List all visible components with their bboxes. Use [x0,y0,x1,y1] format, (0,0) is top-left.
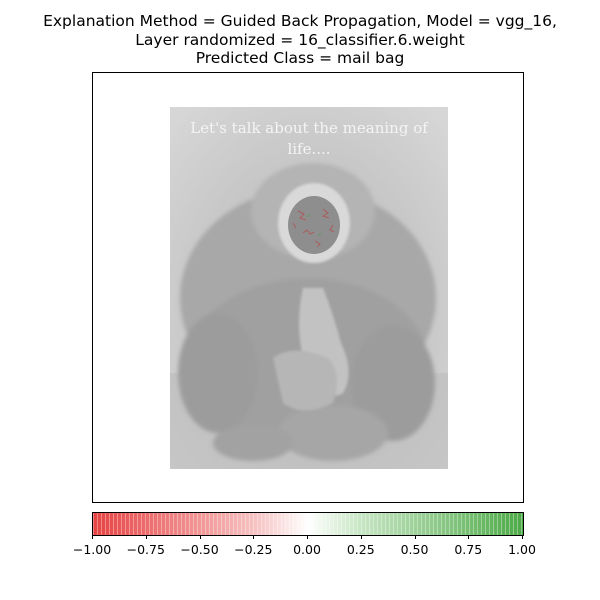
image-caption-line-2: life.... [287,140,330,158]
colorbar-tick-label: −0.25 [234,542,273,557]
colorbar-tick-label: 0.25 [346,542,375,557]
colorbar-ticks: −1.00 −0.75 −0.50 −0.25 0.00 0.25 0.50 0.75 1.00 [73,535,536,565]
colorbar-tick-label: 1.00 [508,542,536,557]
colorbar-tick-mark [92,535,93,539]
gibbon-face [288,196,340,254]
colorbar-tick-mark [253,535,255,539]
colorbar-tick-mark [522,535,523,539]
colorbar-gradient [93,513,523,535]
colorbar-tick-label: 0.75 [454,542,483,557]
gibbon-arm [273,288,349,411]
saliency-speckles-green [306,213,322,237]
colorbar-stripes [93,513,523,535]
title-line-2: Layer randomized = 16_classifier.6.weigh… [135,30,465,49]
image-caption-line-1: Let's talk about the meaning of [190,119,429,137]
figure-title: Explanation Method = Guided Back Propaga… [0,12,600,68]
colorbar-tick-mark [468,535,470,539]
saliency-speckles [292,208,335,248]
title-line-1: Explanation Method = Guided Back Propaga… [43,12,557,30]
colorbar-tick-label: −0.50 [180,542,219,557]
colorbar-tick-mark [307,535,308,539]
title-line-3: Predicted Class = mail bag [195,49,405,67]
colorbar-tick-mark [360,535,362,539]
colorbar-tick-label: −0.75 [126,542,165,557]
colorbar-tick-label: −1.00 [72,542,112,557]
colorbar-tick-mark [199,535,201,539]
gibbon-photo: Let's talk about the meaning of life.... [170,107,448,469]
colorbar-tick-label: 0.00 [293,542,321,557]
colorbar [92,512,524,536]
colorbar-tick-mark [414,535,416,539]
image-axes: Let's talk about the meaning of life.... [92,72,524,503]
colorbar-tick-mark [145,535,147,539]
colorbar-tick-label: 0.50 [400,542,429,557]
